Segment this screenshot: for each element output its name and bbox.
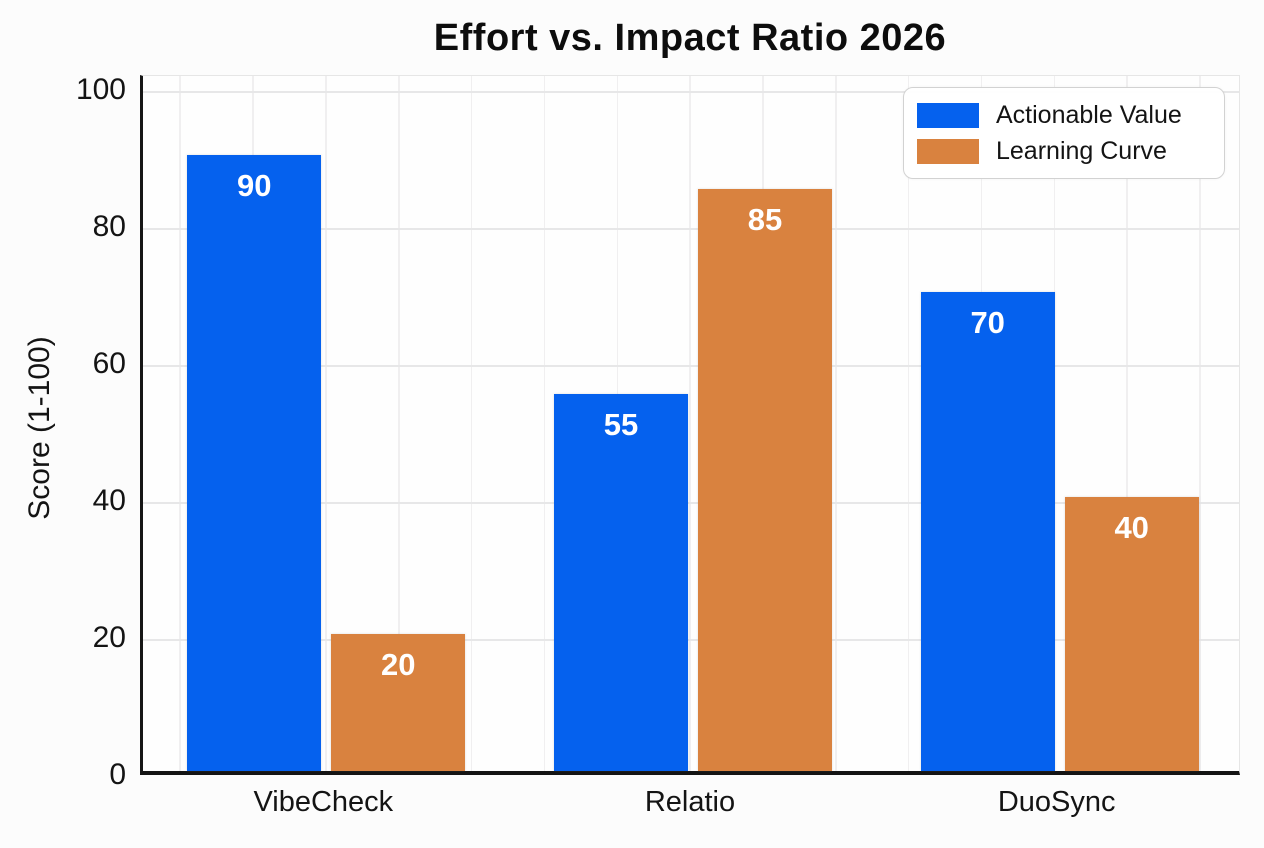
legend-swatch [917,102,979,128]
bar-value-label: 55 [603,407,639,443]
y-tick-label: 20 [92,621,126,654]
legend-item-label: Learning Curve [996,136,1167,165]
bar-learning-curve-relatio: 85 [698,188,832,771]
vertical-gridline [1126,76,1128,771]
vertical-gridline [835,76,837,771]
vertical-gridline [179,76,181,771]
vertical-gridline [1199,76,1201,771]
horizontal-gridline [143,91,1239,93]
x-tick-label: VibeCheck [253,786,394,818]
bar-value-label: 85 [747,201,783,237]
bar-learning-curve-vibecheck: 20 [331,634,466,771]
bar-actionable-value-relatio: 55 [554,394,688,771]
bar-value-label: 20 [381,647,416,682]
chart-title: Effort vs. Impact Ratio 2026 [433,17,947,59]
vertical-gridline [470,76,473,771]
x-tick-label: DuoSync [997,786,1116,818]
legend-item: Learning Curve [917,137,1214,166]
bar-value-label: 90 [237,167,272,203]
horizontal-gridline [143,639,1239,641]
y-tick-label: 80 [92,210,126,243]
legend: Actionable Value Learning Curve [903,87,1225,179]
bar-actionable-value-duosync: 70 [920,291,1055,771]
horizontal-gridline [143,502,1239,504]
vertical-gridline [907,76,910,771]
vertical-gridline [398,76,400,771]
bar-learning-curve-duosync: 40 [1064,497,1199,771]
horizontal-gridline [143,228,1239,230]
legend-swatch [917,138,979,164]
vertical-gridline [325,76,327,771]
bar-value-label: 40 [1114,510,1149,545]
horizontal-gridline [143,365,1239,367]
y-tick-label: 100 [75,73,126,106]
vertical-gridline [689,76,691,771]
y-tick-label: 0 [109,758,126,791]
bar-value-label: 70 [970,304,1005,340]
plot-area: 90 20 55 85 70 40 [140,75,1240,775]
x-tick-label: Relatio [644,786,736,818]
legend-item: Actionable Value [917,101,1214,130]
legend-item-label: Actionable Value [996,100,1182,129]
vertical-gridline [543,76,546,771]
y-tick-label: 60 [92,347,126,380]
bar-actionable-value-vibecheck: 90 [187,154,322,771]
y-tick-label: 40 [92,484,126,517]
